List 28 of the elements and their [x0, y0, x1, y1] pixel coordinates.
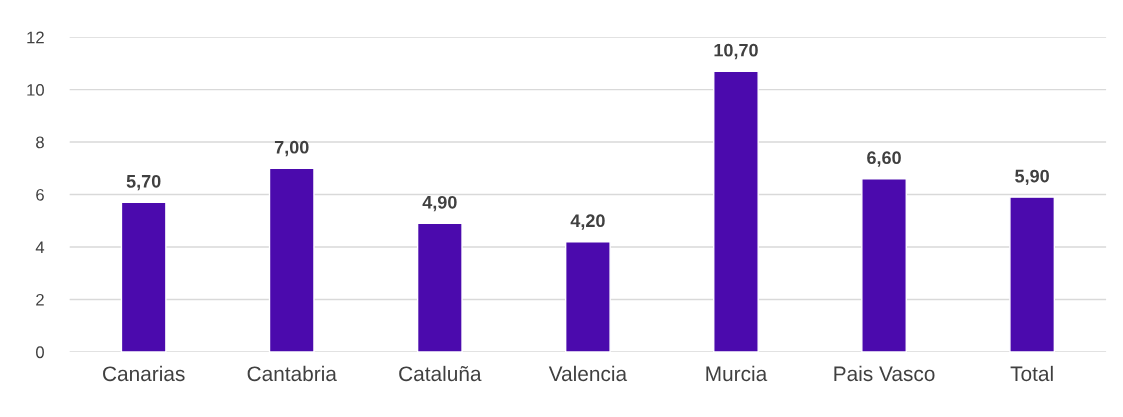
x-tick-label: Murcia	[706, 365, 768, 382]
x-tick-label: Valencia	[548, 365, 628, 382]
x-tick-label: Total	[1010, 365, 1053, 382]
bar	[120, 201, 167, 352]
data-label: 7,00	[274, 140, 309, 157]
bar	[564, 241, 611, 352]
x-tick-label: Pais Vasco	[834, 365, 935, 382]
bar	[713, 70, 759, 352]
bar	[268, 167, 315, 352]
y-tick-label: 6	[36, 188, 44, 201]
data-label: 4,90	[422, 195, 457, 212]
data-label: 6,60	[867, 151, 901, 167]
y-tick-label: 0	[36, 346, 44, 359]
x-tick-label: Cantabria	[247, 365, 337, 382]
y-tick-label: 2	[36, 293, 44, 306]
x-tick-label: Cataluña	[399, 365, 482, 382]
y-tick-label: 8	[36, 136, 44, 149]
y-tick-label: 10	[27, 83, 44, 96]
bar	[416, 222, 463, 352]
data-label: 5,70	[126, 174, 161, 191]
y-tick-label: 4	[35, 241, 45, 254]
data-label: 5,90	[1015, 169, 1049, 186]
bar	[861, 178, 907, 352]
data-label: 10,70	[714, 43, 758, 60]
bar	[1009, 196, 1056, 352]
data-label: 4,20	[570, 214, 605, 230]
y-tick-label: 12	[27, 31, 44, 44]
x-tick-label: Canarias	[103, 365, 185, 382]
